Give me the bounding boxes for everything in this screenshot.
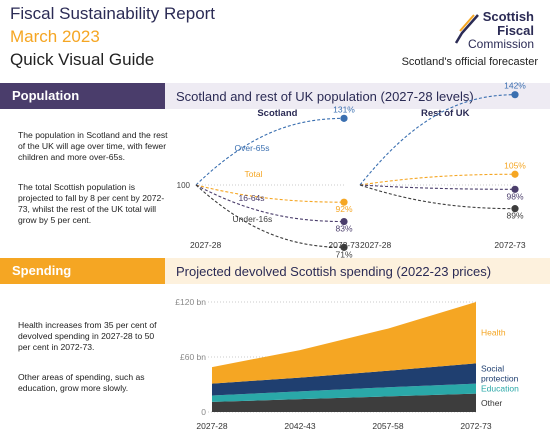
population-paragraph-2: The total Scottish population is project…	[18, 182, 165, 225]
pop-x-tick-2: 2027-28	[360, 240, 391, 250]
spending-paragraph-2: Other areas of spending, such as educati…	[18, 372, 145, 393]
end-label-rest-of-uk-under-16s: 89%	[506, 211, 523, 221]
area-education	[212, 383, 476, 402]
population-header-band	[165, 83, 550, 109]
series-name-under-16s: Under-16s	[233, 214, 273, 224]
report-date: March 2023	[10, 27, 100, 46]
panel-title-scotland: Scotland	[257, 108, 297, 119]
population-chart-title: Scotland and rest of UK population (2027…	[176, 89, 474, 104]
tagline: Scotland's official forecaster	[401, 56, 538, 68]
line-rest-of-uk-over-65s	[359, 94, 516, 186]
area-health	[212, 302, 476, 384]
spend-x-tick-0: 2027-28	[196, 421, 227, 431]
series-name-total: Total	[245, 169, 263, 179]
area-label-health: Health	[481, 328, 506, 338]
guide-title: Quick Visual Guide	[10, 50, 155, 69]
line-scotland-over-65s	[195, 117, 345, 186]
population-paragraph-1: The population in Scotland and the rest …	[18, 130, 168, 162]
report-title: Fiscal Sustainability Report	[10, 4, 216, 23]
pop-x-tick-0: 2027-28	[190, 240, 221, 250]
pop-x-tick-3: 2072-73	[494, 240, 525, 250]
end-marker-rest-of-uk-over-65s	[511, 91, 519, 99]
line-scotland-16-64s	[195, 184, 345, 223]
logo-text-scottish: Scottish	[482, 9, 534, 24]
spending-header-band	[165, 258, 550, 284]
pop-x-tick-1: 2072-73	[328, 240, 359, 250]
spending-paragraph-1: Health increases from 35 per cent of dev…	[18, 320, 157, 352]
end-marker-scotland-over-65s	[340, 114, 348, 122]
end-label-rest-of-uk-over-65s: 142%	[504, 81, 526, 91]
spend-y-tick-1: £60 bn	[180, 352, 206, 362]
sfc-logo: Scottish Fiscal Commission	[448, 9, 540, 51]
logo-text-fiscal: Fiscal	[497, 23, 534, 38]
series-name-16-64s: 16-64s	[239, 193, 265, 203]
end-label-scotland-16-64s: 83%	[335, 224, 352, 234]
line-scotland-total	[195, 184, 345, 203]
end-marker-scotland-total	[340, 198, 348, 206]
area-social-protection	[212, 363, 476, 396]
population-chart-plot: 100 Scotland 131% Over-65s 92% Total 83% 16-64s…	[177, 81, 527, 260]
area-label-other: Other	[481, 398, 502, 408]
spending-chart-plot: 0 £60 bn £120 bn Other Education Socialprotec…	[175, 297, 519, 431]
end-marker-rest-of-uk-total	[511, 170, 519, 178]
spend-x-tick-1: 2042-43	[284, 421, 315, 431]
end-label-scotland-over-65s: 131%	[333, 104, 355, 114]
line-rest-of-uk-16-64s	[359, 184, 516, 190]
spend-x-tick-2: 2057-58	[372, 421, 403, 431]
end-marker-scotland-16-64s	[340, 217, 348, 226]
spending-section-label: Spending	[0, 258, 165, 284]
population-section-label: Population	[0, 83, 165, 109]
spending-chart-title: Projected devolved Scottish spending (20…	[176, 264, 492, 279]
end-marker-scotland-under-16s	[340, 243, 348, 251]
end-label-scotland-under-16s: 71%	[335, 249, 352, 259]
logo-text-commission: Commission	[467, 37, 534, 51]
end-marker-rest-of-uk-under-16s	[511, 205, 519, 213]
end-marker-rest-of-uk-16-64s	[511, 185, 519, 193]
end-label-rest-of-uk-total: 105%	[504, 160, 526, 170]
spend-y-tick-2: £120 bn	[175, 297, 206, 307]
end-label-rest-of-uk-16-64s: 98%	[506, 191, 523, 201]
area-label-social-protection-0: Social	[481, 364, 504, 374]
end-label-scotland-total: 92%	[335, 204, 352, 214]
logo-swoosh-icon	[454, 14, 479, 44]
line-rest-of-uk-total	[359, 173, 516, 186]
area-label-education: Education	[481, 384, 519, 394]
spend-y-tick-0: 0	[201, 407, 206, 417]
series-name-over-65s: Over-65s	[235, 143, 270, 153]
index-100-label: 100	[177, 181, 191, 190]
spend-x-tick-3: 2072-73	[460, 421, 491, 431]
panel-title-rest-of-uk: Rest of UK	[421, 108, 470, 119]
line-scotland-under-16s	[195, 184, 345, 248]
area-other	[212, 393, 476, 412]
area-label-social-protection-1: protection	[481, 374, 519, 384]
